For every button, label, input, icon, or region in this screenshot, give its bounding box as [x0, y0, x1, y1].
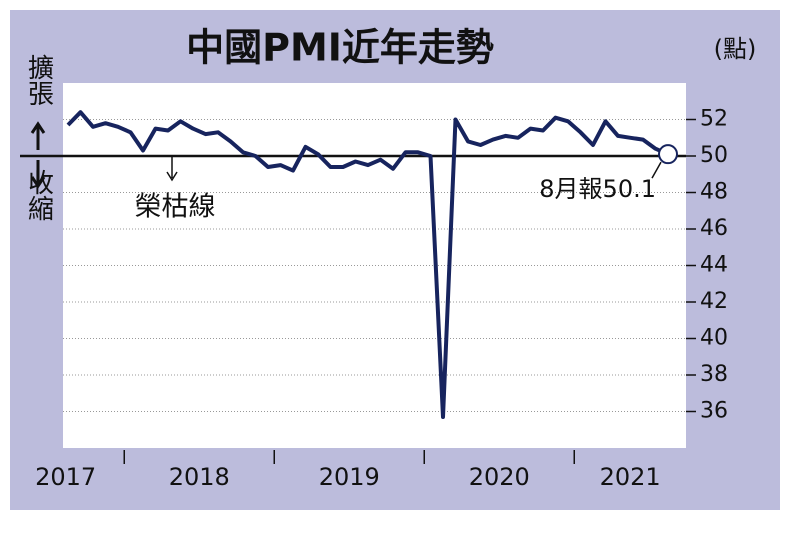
threshold-label: 榮枯線: [135, 192, 216, 223]
x-tick-label: 2018: [169, 463, 230, 491]
chart-title: 中國PMI近年走勢: [186, 26, 494, 70]
y-tick-label: 40: [700, 326, 728, 351]
unit-label: (點): [714, 35, 757, 63]
data-line: [66, 110, 669, 419]
y-tick-label: 50: [700, 143, 728, 168]
y-tick-label: 42: [700, 289, 728, 314]
y-tick-label: 44: [700, 253, 728, 278]
last-label: 8月報50.1: [539, 175, 656, 203]
y-tick-label: 36: [700, 399, 728, 424]
direction-arrows: [30, 121, 46, 189]
last-point: [658, 144, 678, 165]
y-tick-label: 52: [700, 107, 728, 132]
y-tick-label: 48: [700, 180, 728, 205]
x-tick-label: 2017: [35, 463, 96, 491]
last-leader: [651, 161, 662, 179]
expand-label: 擴張: [24, 54, 54, 106]
threshold-arrow: [166, 156, 178, 182]
x-tick-label: 2019: [319, 463, 380, 491]
x-tick-label: 2020: [469, 463, 530, 491]
y-tick-label: 38: [700, 362, 728, 387]
y-tick-label: 46: [700, 216, 728, 241]
x-tick-label: 2021: [600, 463, 661, 491]
